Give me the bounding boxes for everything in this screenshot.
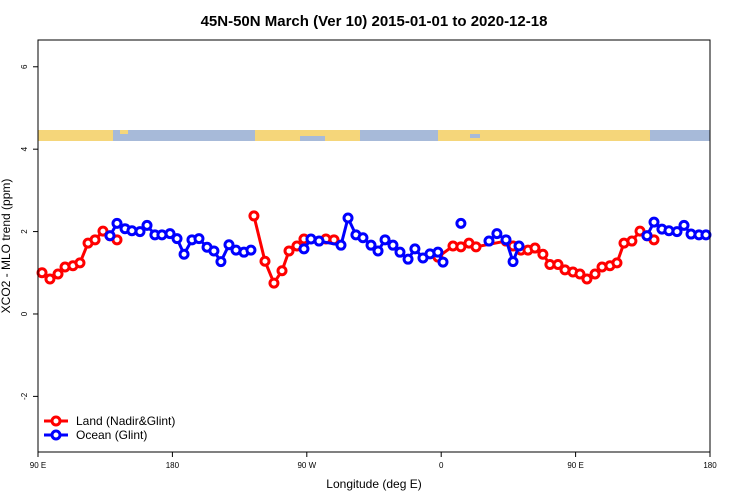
point [245,244,257,256]
point [500,234,512,246]
point [52,268,64,280]
y-tick-label: 6 [20,64,29,69]
point [648,216,660,228]
point [313,235,325,247]
point [193,233,205,245]
point [223,239,235,251]
point [379,234,391,246]
point [402,253,414,265]
point [491,228,503,240]
point [513,240,525,252]
x-tick-label: 90 E [30,461,46,470]
point [164,228,176,240]
point [89,234,101,246]
point [36,267,48,279]
y-tick-label: -2 [20,392,29,400]
x-tick-label: 0 [439,461,444,470]
chart-title: 45N-50N March (Ver 10) 2015-01-01 to 202… [201,13,548,30]
point [537,248,549,260]
point [394,246,406,258]
point [552,259,564,271]
y-tick-label: 0 [20,311,29,316]
point [111,217,123,229]
point [626,235,638,247]
point [141,219,153,231]
point [611,257,623,269]
x-tick-label: 180 [703,461,717,470]
y-tick-label: 2 [20,229,29,234]
point [104,230,116,242]
point [259,255,271,267]
point [342,212,354,224]
x-tick-label: 90 E [567,461,583,470]
point [357,232,369,244]
point [74,257,86,269]
map-strip [38,130,710,141]
legend-marker [50,429,62,441]
legend-label: Ocean (Glint) [76,428,147,442]
point [483,235,495,247]
point [171,233,183,245]
point [248,210,260,222]
point [178,248,190,260]
point [44,273,56,285]
point [365,239,377,251]
legend-marker [50,415,62,427]
point [276,265,288,277]
point [455,217,467,229]
point [641,230,653,242]
point [455,241,467,253]
y-tick-label: 4 [20,146,29,151]
x-tick-label: 180 [166,461,180,470]
point [671,226,683,238]
point [283,245,295,257]
point [215,256,227,268]
point [437,256,449,268]
point [409,243,421,255]
point [470,241,482,253]
point [589,268,601,280]
point [335,239,347,251]
point [134,226,146,238]
point [432,246,444,258]
legend-label: Land (Nadir&Glint) [76,414,175,428]
point [507,256,519,268]
x-axis-label: Longitude (deg E) [326,477,421,491]
series-line [108,213,706,267]
point [700,229,712,241]
point [298,243,310,255]
point [529,242,541,254]
point [581,273,593,285]
plot-frame [37,39,711,453]
point [387,239,399,251]
point [372,245,384,257]
y-axis-label: XCO2 - MLO trend (ppm) [0,179,13,314]
point [268,277,280,289]
point [208,245,220,257]
point [574,268,586,280]
x-tick-label: 90 W [297,461,316,470]
point [678,219,690,231]
